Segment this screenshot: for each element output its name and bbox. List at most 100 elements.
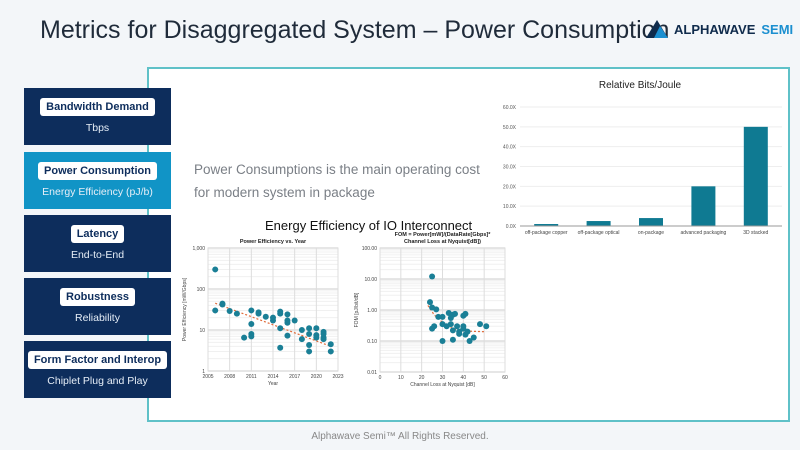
data-point <box>449 327 456 334</box>
bar-chart-title: Relative Bits/Joule <box>599 80 682 91</box>
sidebar-item-sub: End-to-End <box>70 249 125 261</box>
data-point <box>248 333 255 340</box>
x-tick-label: 2011 <box>246 374 257 380</box>
data-point <box>262 313 269 320</box>
logo: ALPHAWAVE SEMI <box>646 20 793 38</box>
data-point <box>466 338 473 344</box>
sidebar-item-sub: Reliability <box>75 312 120 324</box>
data-point <box>464 328 471 335</box>
data-point <box>429 273 436 280</box>
data-point <box>255 310 262 317</box>
x-tick-label: 40 <box>461 375 467 381</box>
data-point <box>462 310 469 317</box>
data-point <box>306 342 313 349</box>
sidebar-item-robustness[interactable]: Robustness Reliability <box>24 278 171 335</box>
data-point <box>298 336 305 343</box>
data-point <box>483 323 490 330</box>
footer: Alphawave Semi™ All Rights Reserved. <box>311 431 489 442</box>
data-point <box>439 338 446 344</box>
bar-0 <box>534 224 559 226</box>
data-point <box>435 313 442 320</box>
y-tick-label: 20.0X <box>503 184 517 190</box>
data-point <box>327 341 334 348</box>
x-tick-label: off-package optical <box>578 230 620 236</box>
y-tick-label: 100.00 <box>362 246 378 252</box>
y-tick-label: 1,000 <box>192 246 205 252</box>
x-tick-label: 2017 <box>289 374 300 380</box>
data-point <box>219 300 226 307</box>
y-tick-label: 60.0X <box>503 105 517 111</box>
x-tick-label: 50 <box>481 375 487 381</box>
sidebar-item-form-factor[interactable]: Form Factor and Interop Chiplet Plug and … <box>24 341 171 398</box>
bar-2 <box>639 218 663 226</box>
x-tick-label: 10 <box>398 375 404 381</box>
x-axis-label: Channel Loss at Nyquist [dB] <box>410 382 475 388</box>
data-point <box>277 310 284 317</box>
data-point <box>427 299 433 306</box>
y-tick-label: 10.00 <box>364 277 377 283</box>
scatter-title-2: FOM = Power[mW]/(DataRate[Gbps]* <box>395 232 492 238</box>
sidebar-item-power[interactable]: Power Consumption Energy Efficiency (pJ/b… <box>24 152 171 209</box>
y-tick-label: 30.0X <box>503 165 517 171</box>
x-tick-label: off-package copper <box>525 230 568 236</box>
y-tick-label: 0.01 <box>367 370 377 376</box>
sidebar-item-label: Power Consumption <box>38 162 157 180</box>
data-point <box>241 334 248 341</box>
bar-3 <box>691 186 716 226</box>
data-point <box>433 306 440 313</box>
data-point <box>313 334 320 341</box>
figure-title: Energy Efficiency of IO Interconnect <box>265 218 473 233</box>
y-tick-label: 0.0X <box>506 224 517 230</box>
x-tick-label: 0 <box>379 375 382 381</box>
y-axis-label: Power Efficiency [mW/Gbps] <box>182 277 188 341</box>
y-tick-label: 10 <box>199 328 205 334</box>
data-point <box>449 336 456 343</box>
data-point <box>470 334 477 341</box>
y-tick-label: 40.0X <box>503 145 517 151</box>
scatter-title-2: Channel Loss at Nyquist[dB]) <box>404 239 481 245</box>
data-point <box>452 310 458 317</box>
y-tick-label: 1 <box>202 369 205 375</box>
y-tick-label: 1.00 <box>367 308 377 314</box>
sidebar-item-label: Bandwidth Demand <box>40 98 155 116</box>
data-point <box>327 348 334 355</box>
sidebar-item-label: Robustness <box>60 288 135 306</box>
data-point <box>284 311 291 318</box>
y-tick-label: 10.0X <box>503 204 517 210</box>
logo-icon <box>646 20 668 38</box>
data-point <box>477 321 483 328</box>
data-point <box>454 323 461 330</box>
data-point <box>460 325 467 332</box>
x-tick-label: 3D stacked <box>743 230 768 236</box>
data-point <box>233 310 240 317</box>
x-tick-label: 2020 <box>311 374 322 380</box>
y-tick-label: 50.0X <box>503 125 517 131</box>
main-text: Power Consumptions is the main operating… <box>194 162 480 200</box>
data-point <box>284 332 291 339</box>
data-point <box>306 325 313 332</box>
scatter-title-1: Power Efficiency vs. Year <box>240 239 307 245</box>
page-title: Metrics for Disaggregated System – Power… <box>40 16 670 44</box>
x-tick-label: 30 <box>440 375 446 381</box>
data-point <box>270 317 276 324</box>
data-point <box>439 313 446 320</box>
data-point <box>248 307 255 314</box>
bar-4 <box>743 126 768 226</box>
x-tick-label: 2008 <box>224 374 235 380</box>
data-point <box>212 266 219 273</box>
x-tick-label: 2014 <box>267 374 278 380</box>
x-tick-label: 60 <box>502 375 508 381</box>
sidebar-item-bandwidth[interactable]: Bandwidth Demand Tbps <box>24 88 171 145</box>
sidebar-item-latency[interactable]: Latency End-to-End <box>24 215 171 272</box>
data-point <box>320 336 327 343</box>
bar-1 <box>586 221 611 226</box>
x-tick-label: 20 <box>419 375 425 381</box>
x-tick-label: 2005 <box>202 374 213 380</box>
logo-text: ALPHAWAVE <box>674 21 756 37</box>
data-point <box>447 321 454 328</box>
data-point <box>277 344 284 351</box>
data-point <box>277 325 284 332</box>
data-point <box>306 330 313 337</box>
data-point <box>313 325 320 332</box>
